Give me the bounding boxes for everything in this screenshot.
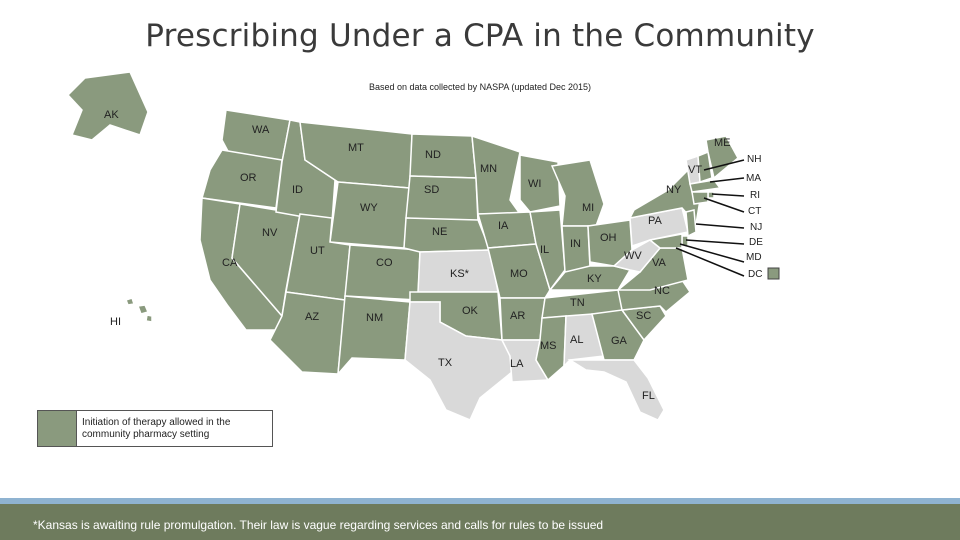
- state-ct: [691, 191, 709, 205]
- label-ca: CA: [222, 257, 238, 269]
- label-mn: MN: [480, 163, 497, 175]
- state-ma: [689, 179, 722, 193]
- label-al: AL: [570, 334, 583, 346]
- footer-note: *Kansas is awaiting rule promulgation. T…: [33, 518, 604, 532]
- label-ct: CT: [748, 206, 761, 217]
- state-nj: [685, 209, 697, 238]
- state-co: [344, 244, 421, 301]
- label-id: ID: [292, 184, 303, 196]
- label-pa: PA: [648, 215, 663, 227]
- label-co: CO: [376, 257, 393, 269]
- label-ar: AR: [510, 310, 525, 322]
- label-mt: MT: [348, 142, 364, 154]
- label-ut: UT: [310, 245, 325, 257]
- label-ne: NE: [432, 226, 447, 238]
- label-az: AZ: [305, 311, 319, 323]
- label-nh: NH: [747, 154, 761, 165]
- label-ks: KS*: [450, 268, 470, 280]
- legend: Initiation of therapy allowed in the com…: [37, 410, 273, 447]
- label-in: IN: [570, 238, 581, 250]
- footer-stripe: [0, 498, 960, 504]
- label-va: VA: [652, 257, 667, 269]
- label-ia: IA: [498, 220, 509, 232]
- state-fl: [567, 359, 665, 421]
- page-title: Prescribing Under a CPA in the Community: [145, 18, 815, 54]
- label-hi: HI: [110, 316, 121, 328]
- label-ok: OK: [462, 305, 479, 317]
- label-ky: KY: [587, 273, 602, 285]
- us-map: AK HI WA OR CA NV ID MT WY UT CO AZ NM N…: [66, 71, 780, 421]
- label-de: DE: [749, 237, 763, 248]
- state-wi: [519, 154, 561, 213]
- state-nh: [697, 150, 713, 184]
- label-ma: MA: [746, 173, 761, 184]
- state-nd: [409, 133, 477, 179]
- label-nc: NC: [654, 285, 670, 297]
- label-ri: RI: [750, 190, 760, 201]
- state-ny: [628, 168, 701, 226]
- label-md: MD: [746, 252, 762, 263]
- footer: *Kansas is awaiting rule promulgation. T…: [0, 504, 960, 540]
- state-labels: AK HI WA OR CA NV ID MT WY UT CO AZ NM N…: [104, 109, 731, 402]
- state-ri: [707, 191, 715, 199]
- label-mo: MO: [510, 268, 528, 280]
- state-dc: [767, 267, 780, 280]
- label-wa: WA: [252, 124, 270, 136]
- label-me: ME: [714, 137, 731, 149]
- label-sc: SC: [636, 310, 651, 322]
- state-or: [201, 149, 283, 209]
- state-al: [563, 313, 605, 368]
- label-il: IL: [540, 244, 549, 256]
- legend-label-allowed: Initiation of therapy allowed in the com…: [82, 417, 231, 440]
- legend-swatch-allowed: [38, 411, 77, 446]
- label-ak: AK: [104, 109, 119, 121]
- label-or: OR: [240, 172, 257, 184]
- label-wv: WV: [624, 250, 642, 262]
- label-wi: WI: [528, 178, 541, 190]
- label-dc: DC: [748, 269, 762, 280]
- state-hi: [125, 297, 153, 323]
- callout-lines: [675, 159, 745, 277]
- map-subtitle: Based on data collected by NASPA (update…: [369, 82, 591, 92]
- label-tx: TX: [438, 357, 453, 369]
- state-mo: [487, 243, 551, 299]
- label-mi: MI: [582, 202, 594, 214]
- label-fl: FL: [642, 390, 655, 402]
- label-nd: ND: [425, 149, 441, 161]
- label-ny: NY: [666, 184, 682, 196]
- label-sd: SD: [424, 184, 439, 196]
- small-state-labels: NH MA RI CT NJ DE MD DC: [746, 154, 763, 280]
- state-nm: [337, 295, 411, 377]
- label-oh: OH: [600, 232, 617, 244]
- label-nv: NV: [262, 227, 278, 239]
- state-ak: [66, 71, 149, 141]
- state-sd: [405, 175, 479, 223]
- label-tn: TN: [570, 297, 585, 309]
- state-wy: [329, 181, 411, 249]
- label-vt: VT: [688, 164, 702, 176]
- state-md: [648, 233, 683, 249]
- label-nj: NJ: [750, 222, 762, 233]
- state-mn: [471, 134, 522, 215]
- label-nm: NM: [366, 312, 383, 324]
- label-wy: WY: [360, 202, 378, 214]
- label-ga: GA: [611, 335, 628, 347]
- label-ms: MS: [540, 340, 557, 352]
- label-la: LA: [510, 358, 524, 370]
